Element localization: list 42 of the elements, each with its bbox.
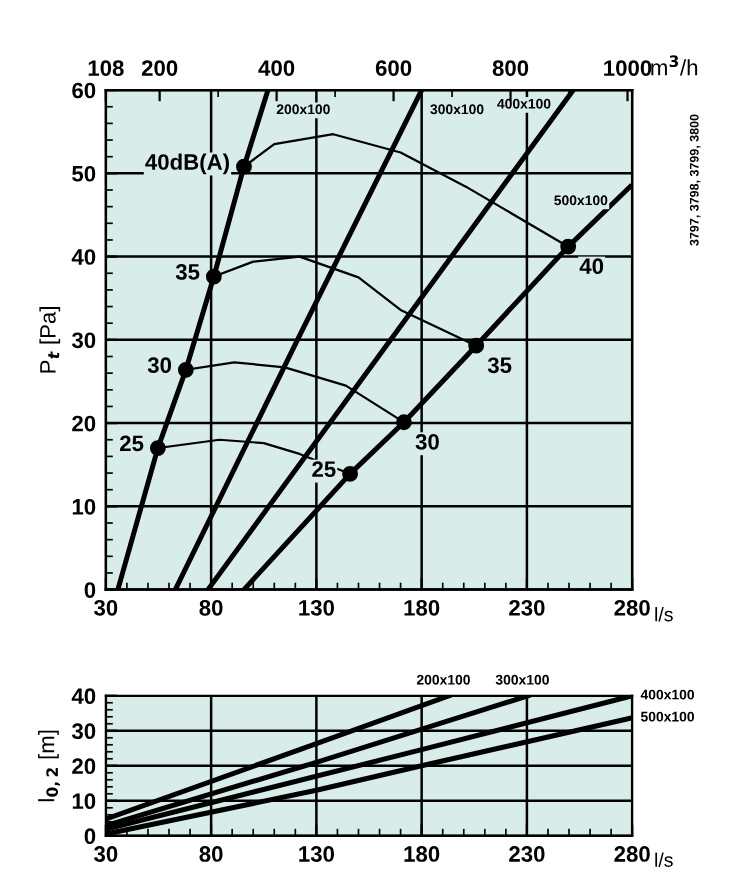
x2-axis-title: m$^{3}$/h xyxy=(651,55,698,76)
x2-tick-label: 600 xyxy=(375,60,412,76)
y-tick-label: 20 xyxy=(72,415,96,432)
y-tick-label: 0 xyxy=(84,828,96,845)
y-axis-title: l$_{0,2}$ [m] xyxy=(38,730,61,802)
x-tick-label: 30 xyxy=(94,846,118,862)
annotation: 30 xyxy=(415,433,439,450)
x-axis-title: l/s xyxy=(655,607,673,622)
y-tick-label: 20 xyxy=(72,758,96,775)
y-tick-label: 10 xyxy=(72,793,96,810)
annotation: 25 xyxy=(120,435,144,452)
y-tick-label: 30 xyxy=(71,332,96,349)
x-tick-label: 280 xyxy=(614,599,650,616)
x2-tick-label: 108 xyxy=(88,60,124,76)
annotation: 25 xyxy=(312,461,336,478)
x-tick-label: 180 xyxy=(404,846,440,862)
x-tick-label: 130 xyxy=(299,846,335,862)
y-tick-label: 40 xyxy=(71,249,96,265)
y-tick-label: 30 xyxy=(71,723,96,740)
x-tick-label: 130 xyxy=(299,599,335,616)
x2-tick-label: 800 xyxy=(492,60,529,76)
y-tick-label: 50 xyxy=(72,165,96,182)
x2-tick-label: 1000 xyxy=(604,60,652,76)
y-tick-label: 10 xyxy=(72,498,96,515)
annotation: 35 xyxy=(175,264,200,280)
y-tick-label: 60 xyxy=(72,82,96,99)
x2-tick-label: 200 xyxy=(141,60,178,76)
annotation: 40dB(A) xyxy=(145,153,229,175)
x-tick-label: 230 xyxy=(509,599,545,616)
y-axis-title: P$_{t}$ [Pa] xyxy=(39,307,61,373)
x-tick-label: 80 xyxy=(199,599,223,616)
annotation: 30 xyxy=(147,357,172,374)
x-tick-label: 180 xyxy=(404,599,440,616)
y-tick-label: 40 xyxy=(71,688,96,705)
x-tick-label: 230 xyxy=(509,846,545,862)
y-tick-label: 0 xyxy=(84,582,96,598)
x-tick-label: 280 xyxy=(614,846,650,862)
annotation: 40 xyxy=(579,258,604,275)
x-axis-title: l/s xyxy=(655,852,673,867)
x2-tick-label: 400 xyxy=(258,60,295,76)
x-tick-label: 80 xyxy=(199,846,223,862)
annotation: 35 xyxy=(487,357,512,374)
